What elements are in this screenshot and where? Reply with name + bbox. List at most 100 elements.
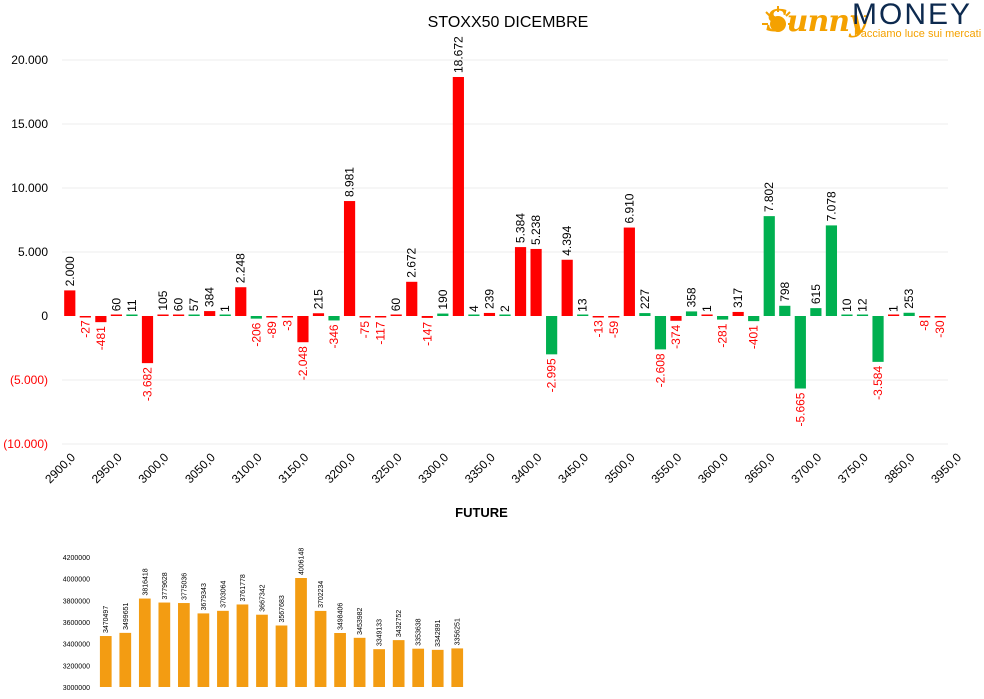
data-label: -401 xyxy=(747,325,761,349)
future-data-label: 3353638 xyxy=(416,618,423,645)
logo-sunny-text: Sunny xyxy=(766,4,867,39)
future-bar xyxy=(295,578,307,687)
bar xyxy=(577,314,589,316)
future-bar xyxy=(138,598,151,687)
bar xyxy=(188,314,200,316)
bar xyxy=(888,314,900,316)
future-bar xyxy=(392,640,405,687)
bar xyxy=(670,316,682,321)
bar xyxy=(468,314,480,316)
future-data-label: 3702234 xyxy=(318,581,325,608)
data-label: 615 xyxy=(809,284,823,304)
data-label: 358 xyxy=(685,287,699,307)
bar xyxy=(110,314,122,316)
future-bar xyxy=(431,649,444,687)
bar xyxy=(483,312,496,316)
bar xyxy=(126,314,138,316)
data-label: -281 xyxy=(716,323,730,347)
bar xyxy=(437,313,449,316)
y-tick-label: 5.000 xyxy=(18,245,48,259)
data-label: -3 xyxy=(280,320,294,331)
future-bar xyxy=(99,636,112,687)
future-y-tick-label: 3000000 xyxy=(63,685,90,692)
future-y-tick-label: 3400000 xyxy=(63,642,90,649)
bar xyxy=(654,316,667,350)
future-data-label: 3667342 xyxy=(259,584,266,611)
bar xyxy=(235,287,247,316)
data-label: 13 xyxy=(576,298,590,312)
bar xyxy=(561,259,573,316)
data-label: 8.981 xyxy=(343,167,357,197)
future-data-label: 3703064 xyxy=(220,580,227,607)
logo-tagline: Facciamo luce sui mercati xyxy=(854,28,982,40)
sunny-money-logo: Sunny MONEY Facciamo luce sui mercati xyxy=(760,0,982,44)
sun-icon xyxy=(762,6,794,32)
data-label: 60 xyxy=(389,298,403,312)
bar xyxy=(810,308,822,316)
bar xyxy=(219,314,231,316)
y-tick-label: 15.000 xyxy=(11,117,48,131)
future-bar xyxy=(334,633,346,687)
bar xyxy=(343,201,356,316)
future-bar xyxy=(158,602,171,687)
future-bar xyxy=(217,610,229,687)
logo-money-text: MONEY xyxy=(852,0,973,31)
future-data-label: 3816418 xyxy=(142,568,149,595)
data-label: 253 xyxy=(902,288,916,308)
future-data-label: 3761778 xyxy=(240,574,247,601)
bar xyxy=(546,316,558,355)
data-label: 1 xyxy=(887,305,901,312)
data-label: -5.665 xyxy=(793,392,807,426)
bar xyxy=(312,313,325,316)
data-label: 4.394 xyxy=(560,225,574,255)
future-data-label: 3470497 xyxy=(103,606,110,633)
data-label: -27 xyxy=(78,320,92,338)
bar xyxy=(421,316,433,318)
data-label: 798 xyxy=(778,281,792,301)
data-label: -30 xyxy=(933,320,947,338)
bar xyxy=(452,76,464,316)
data-label: -147 xyxy=(420,322,434,346)
data-label: 57 xyxy=(187,298,201,312)
bar xyxy=(157,314,169,316)
bar xyxy=(903,312,915,316)
data-label: 12 xyxy=(856,298,870,312)
data-label: -206 xyxy=(249,322,263,346)
bar xyxy=(297,316,309,343)
bar xyxy=(701,314,713,316)
data-label: 227 xyxy=(638,289,652,309)
data-label: 4 xyxy=(467,305,481,312)
data-label: 215 xyxy=(311,289,325,309)
future-bar xyxy=(314,610,327,687)
y-tick-label: 20.000 xyxy=(11,53,48,67)
data-label: 190 xyxy=(436,289,450,309)
data-label: 2 xyxy=(498,305,512,312)
data-label: 11 xyxy=(125,299,139,312)
bar xyxy=(266,316,278,318)
bar xyxy=(623,227,635,316)
data-label: 5.384 xyxy=(514,213,528,243)
bar xyxy=(250,316,262,319)
data-label: -89 xyxy=(265,321,279,339)
data-label: 6.910 xyxy=(622,193,636,223)
future-bar xyxy=(275,625,288,687)
data-label: 105 xyxy=(156,290,170,310)
chart-title: STOXX50 DICEMBRE xyxy=(428,14,589,31)
data-label: -59 xyxy=(607,320,621,338)
future-bar xyxy=(373,649,385,687)
data-label: -8 xyxy=(918,320,932,331)
future-data-label: 3432752 xyxy=(396,610,403,637)
future-y-tick-label: 4000000 xyxy=(63,577,90,584)
data-label: -2.608 xyxy=(653,353,667,387)
bar xyxy=(763,216,775,316)
bar xyxy=(64,290,76,316)
future-data-label: 3779628 xyxy=(162,572,169,599)
bar xyxy=(732,311,744,316)
future-data-label: 3499651 xyxy=(123,603,130,630)
data-label: 1 xyxy=(218,305,232,312)
bar xyxy=(748,316,760,322)
bar xyxy=(639,313,651,316)
data-label: -346 xyxy=(327,324,341,348)
data-label: 10 xyxy=(840,298,854,312)
